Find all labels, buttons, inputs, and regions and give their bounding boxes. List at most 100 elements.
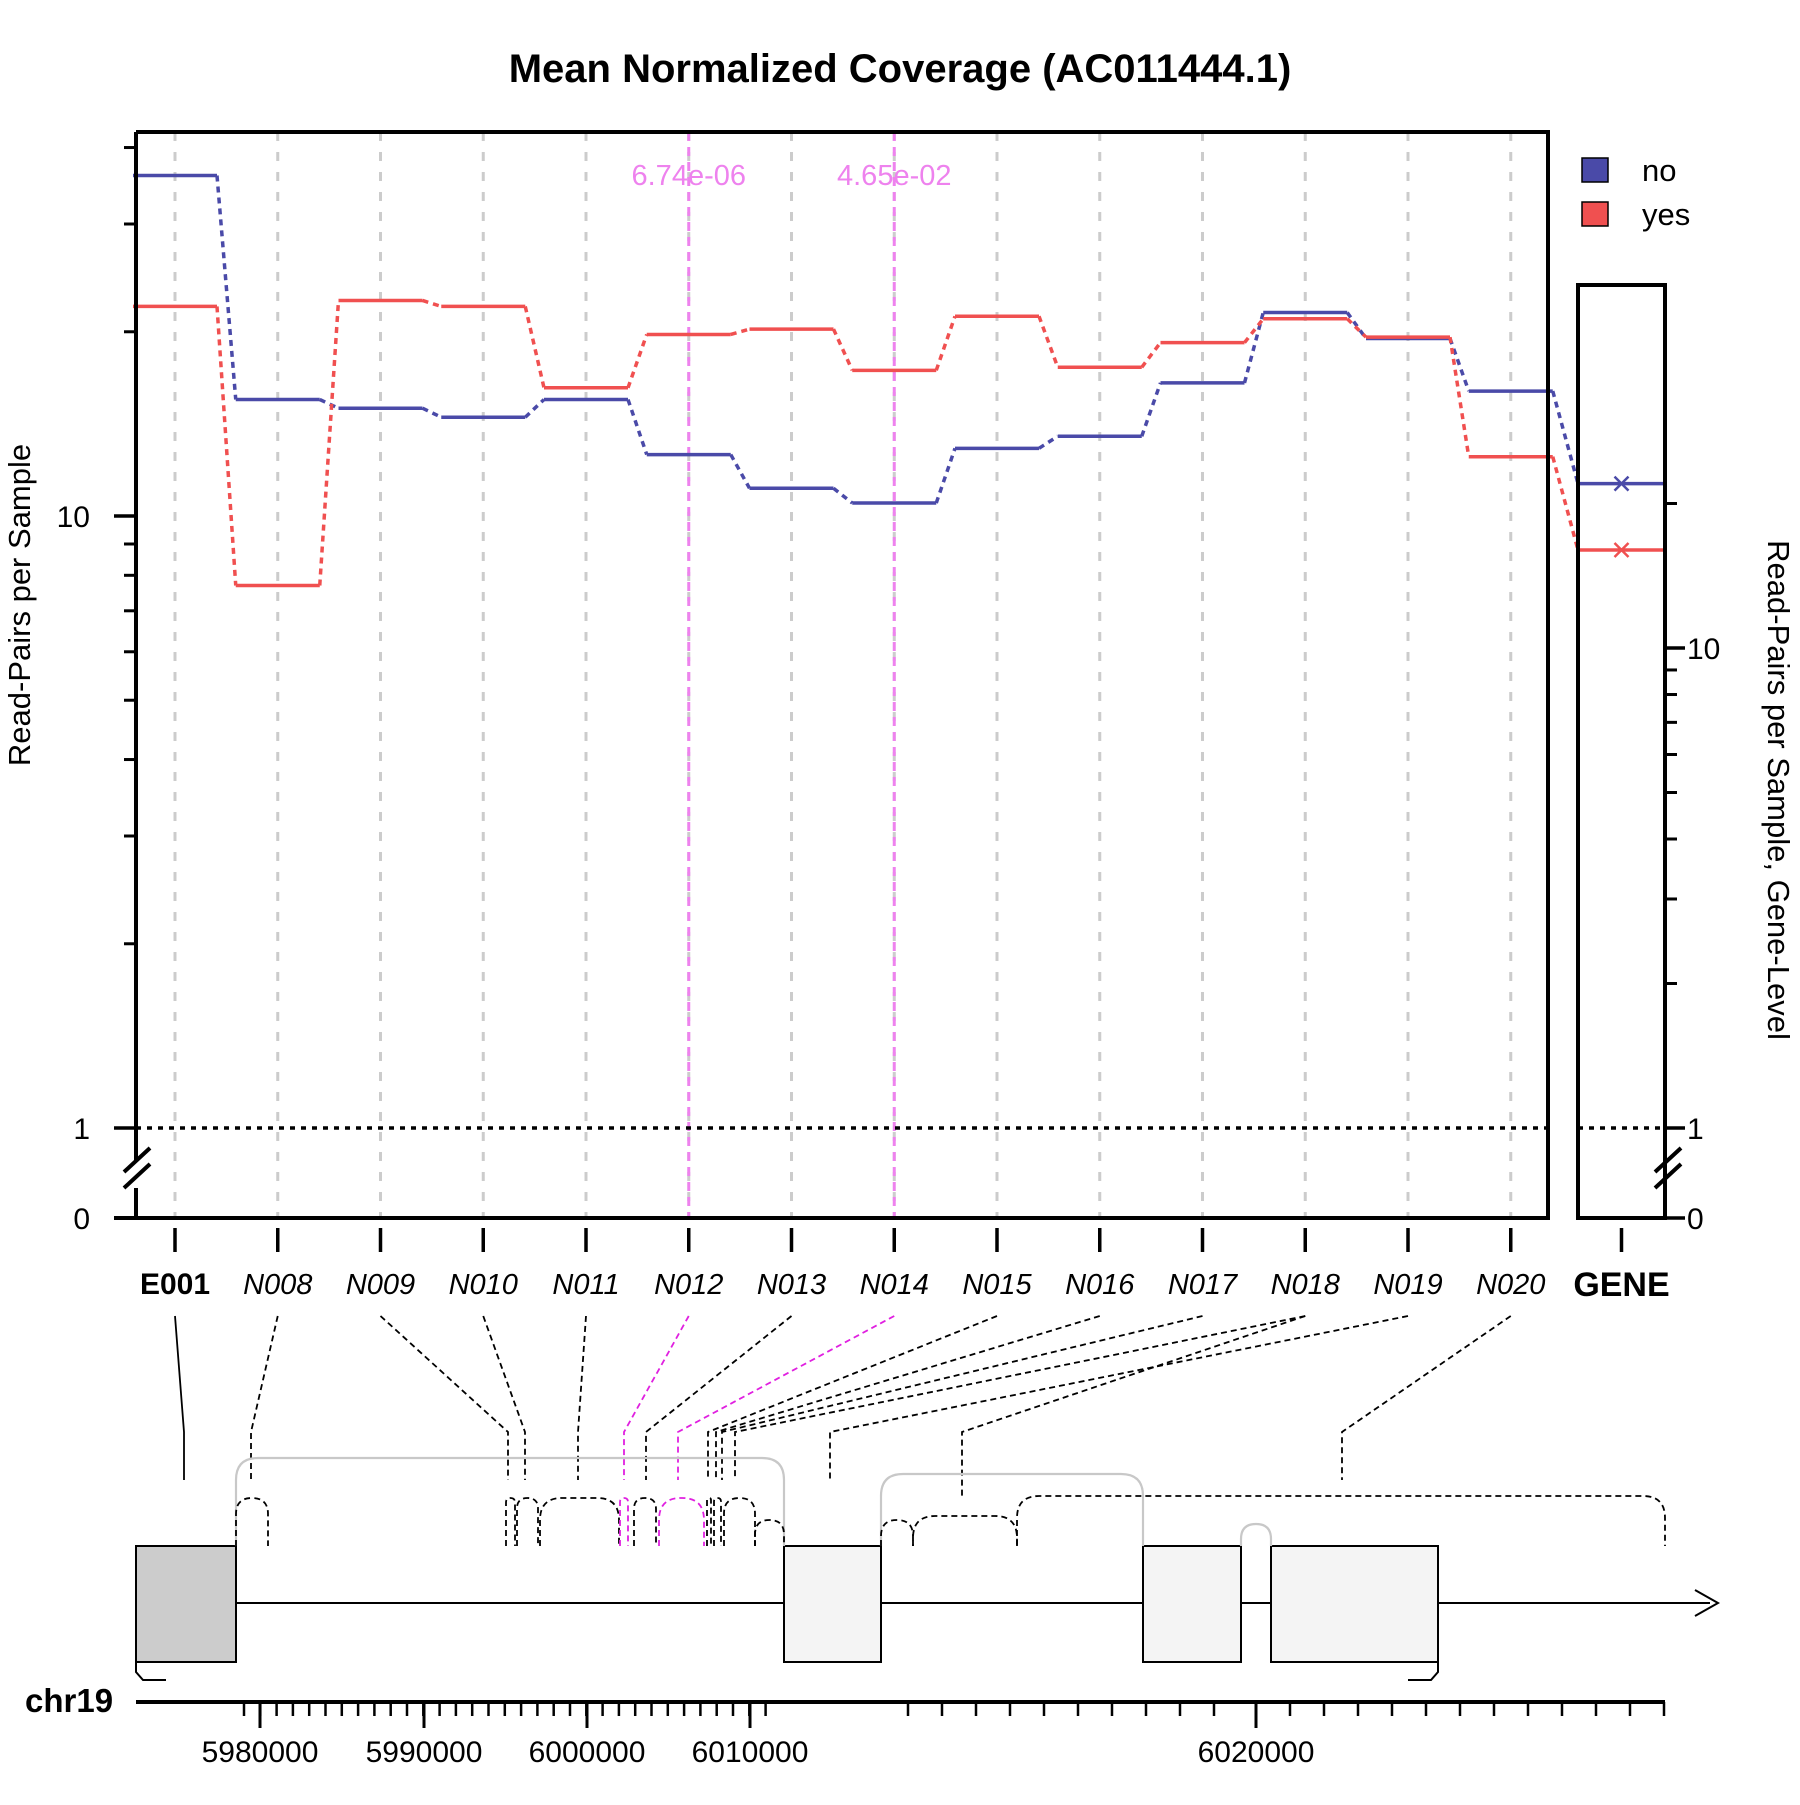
y-axis-label-left: Read-Pairs per Sample bbox=[2, 444, 37, 766]
series-no-gene-marker bbox=[1613, 475, 1630, 492]
connector-n008 bbox=[250, 1315, 279, 1480]
legend-swatch-no bbox=[1581, 157, 1609, 183]
connector-n018 bbox=[734, 1315, 1306, 1480]
splice-junction-8 bbox=[633, 1497, 657, 1546]
series-yes-connector-2 bbox=[318, 300, 341, 586]
gene-panel-frame bbox=[1576, 283, 1667, 1220]
genomic-tick-label: 6010000 bbox=[692, 1736, 809, 1769]
series-yes-connector-12 bbox=[1346, 317, 1368, 339]
exon-e001 bbox=[135, 1545, 237, 1663]
splice-junction-12 bbox=[723, 1497, 756, 1546]
main-panel-frame bbox=[136, 130, 1550, 1220]
feature-label-n014: N014 bbox=[860, 1269, 929, 1301]
series-yes-connector-11 bbox=[1243, 317, 1265, 344]
splice-junction-5 bbox=[516, 1497, 539, 1546]
splice-junction-3 bbox=[235, 1497, 269, 1546]
axes-group: 0 1 10 0 1 10 bbox=[57, 130, 1720, 1252]
splice-junction-15 bbox=[912, 1515, 1018, 1546]
feature-label-n010: N010 bbox=[449, 1269, 518, 1301]
tss-marker bbox=[135, 1662, 166, 1681]
series-yes-connector-13 bbox=[1448, 336, 1471, 457]
series-no-connector-7 bbox=[832, 486, 854, 505]
genomic-tick-label: 5980000 bbox=[202, 1736, 319, 1769]
connector-n012 bbox=[623, 1315, 690, 1480]
series-yes-connector-7 bbox=[831, 328, 854, 372]
series-yes-to-gene bbox=[1551, 456, 1580, 551]
feature-connectors bbox=[174, 1315, 1512, 1496]
legend-label-no: no bbox=[1642, 153, 1676, 188]
chart-title: Mean Normalized Coverage (AC011444.1) bbox=[509, 47, 1292, 91]
feature-label-n009: N009 bbox=[346, 1269, 415, 1301]
series-yes-connector-9 bbox=[1037, 315, 1060, 368]
connector-n013 bbox=[645, 1315, 793, 1480]
feature-label-n012: N012 bbox=[654, 1269, 723, 1301]
legend-swatch-yes bbox=[1581, 201, 1609, 227]
feature-label-n017: N017 bbox=[1168, 1269, 1239, 1301]
feature-gridlines bbox=[173, 132, 1513, 1218]
axis-break-left bbox=[122, 1146, 152, 1190]
y-tick-label-right: 10 bbox=[1687, 633, 1720, 666]
genomic-tick-label: 5990000 bbox=[366, 1736, 483, 1769]
series-yes-connector-8 bbox=[934, 315, 957, 371]
splice-junction-7 bbox=[619, 1497, 629, 1546]
connector-n016 bbox=[715, 1315, 1101, 1480]
series-no-connector-8 bbox=[934, 447, 957, 504]
splice-junction-2 bbox=[1239, 1522, 1273, 1546]
splice-junction-9 bbox=[658, 1497, 705, 1546]
connector-n011 bbox=[577, 1315, 587, 1480]
splice-junction-1 bbox=[879, 1472, 1145, 1546]
splice-junction-13 bbox=[754, 1519, 785, 1546]
series-no-connector-4 bbox=[524, 398, 546, 419]
feature-label-n011: N011 bbox=[552, 1269, 619, 1301]
series-no-connector-3 bbox=[421, 406, 443, 419]
tes-marker bbox=[1408, 1662, 1439, 1681]
legend-label-yes: yes bbox=[1642, 197, 1690, 232]
series-yes-connector-6 bbox=[730, 327, 750, 337]
pvalue-label-n012: 6.74e-06 bbox=[632, 160, 747, 192]
feature-label-n015: N015 bbox=[962, 1269, 1032, 1301]
series-yes-connector-4 bbox=[523, 306, 546, 389]
connector-n020 bbox=[1341, 1315, 1512, 1480]
y-tick-label-left: 0 bbox=[73, 1203, 90, 1236]
splice-junction-6 bbox=[539, 1497, 620, 1546]
splice-junction-11 bbox=[713, 1497, 722, 1546]
series-no-connector-10 bbox=[1140, 382, 1163, 437]
chromosome-label: chr19 bbox=[25, 1682, 113, 1719]
connector-n010 bbox=[482, 1315, 526, 1480]
feature-label-e001: E001 bbox=[140, 1268, 210, 1301]
y-axis-label-right: Read-Pairs per Sample, Gene-Level bbox=[1761, 540, 1796, 1040]
feature-label-n020: N020 bbox=[1476, 1269, 1545, 1301]
splice-junction-16 bbox=[1016, 1495, 1666, 1546]
series-yes-connector-1 bbox=[215, 306, 238, 586]
genomic-axis: 5980000 5990000 6000000 6010000 6020000 bbox=[136, 1700, 1666, 1769]
y-tick-label-right: 1 bbox=[1687, 1113, 1704, 1146]
splice-junction-14 bbox=[880, 1519, 914, 1546]
feature-label-n019: N019 bbox=[1373, 1269, 1442, 1301]
feature-label-n013: N013 bbox=[757, 1269, 826, 1301]
exon-4 bbox=[1270, 1545, 1439, 1663]
feature-label-n008: N008 bbox=[243, 1269, 312, 1301]
connector-n017 bbox=[721, 1315, 1203, 1480]
series-no-to-gene bbox=[1551, 390, 1580, 485]
y-tick-label-left: 10 bbox=[57, 501, 90, 534]
genomic-tick-label: 6020000 bbox=[1198, 1736, 1315, 1769]
series-no-connector-13 bbox=[1448, 337, 1471, 392]
series-no-connector-2 bbox=[319, 397, 340, 410]
series-yes-connector-10 bbox=[1140, 341, 1162, 369]
connector-e001 bbox=[174, 1315, 185, 1480]
significance-markers: 6.74e-06 4.65e-02 bbox=[632, 132, 952, 1218]
feature-labels: E001 N008 N009 N010 N011 N012 N013 N014 N015 N016… bbox=[140, 1266, 1670, 1304]
feature-label-n016: N016 bbox=[1065, 1269, 1135, 1301]
connector-n019 bbox=[829, 1315, 1409, 1480]
connector-n009 bbox=[379, 1315, 509, 1480]
legend: no yes bbox=[1581, 153, 1690, 232]
feature-label-n018: N018 bbox=[1271, 1269, 1340, 1301]
series-no-connector-5 bbox=[626, 398, 649, 456]
y-tick-label-right: 0 bbox=[1687, 1203, 1704, 1236]
series-yes-gene-marker bbox=[1613, 542, 1630, 558]
genomic-tick-label: 6000000 bbox=[529, 1736, 646, 1769]
feature-label-gene: GENE bbox=[1573, 1266, 1669, 1304]
exon-3 bbox=[1142, 1545, 1242, 1663]
